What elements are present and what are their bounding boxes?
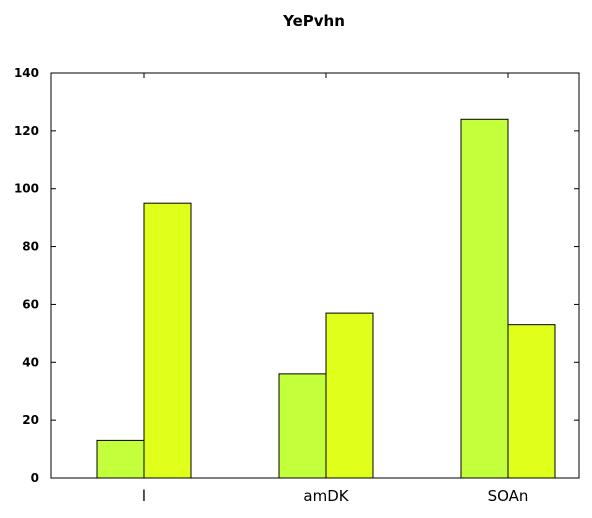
- bar: [278, 373, 327, 479]
- y-tick-label: 60: [22, 297, 39, 311]
- y-axis: 0 20 40 60 80 100 120 140: [14, 66, 579, 485]
- y-tick-label: 100: [14, 182, 39, 196]
- y-tick-label: 0: [31, 471, 39, 485]
- plot-frame: [50, 72, 580, 479]
- bar: [96, 439, 145, 479]
- x-axis: l amDK SOAn: [142, 73, 529, 505]
- chart-title: YePvhn: [282, 12, 345, 30]
- bar: [325, 312, 374, 479]
- y-tick-label: 20: [22, 413, 39, 427]
- x-tick-label: amDK: [303, 487, 349, 505]
- bar-series-group: [96, 118, 556, 479]
- y-tick-label: 120: [14, 124, 39, 138]
- bar: [507, 324, 556, 479]
- bar: [143, 202, 192, 479]
- y-tick-label: 80: [22, 240, 39, 254]
- x-tick-label: l: [142, 487, 146, 505]
- y-tick-label: 140: [14, 66, 39, 80]
- x-tick-label: SOAn: [488, 487, 529, 505]
- y-tick-label: 40: [22, 355, 39, 369]
- bar: [460, 118, 509, 479]
